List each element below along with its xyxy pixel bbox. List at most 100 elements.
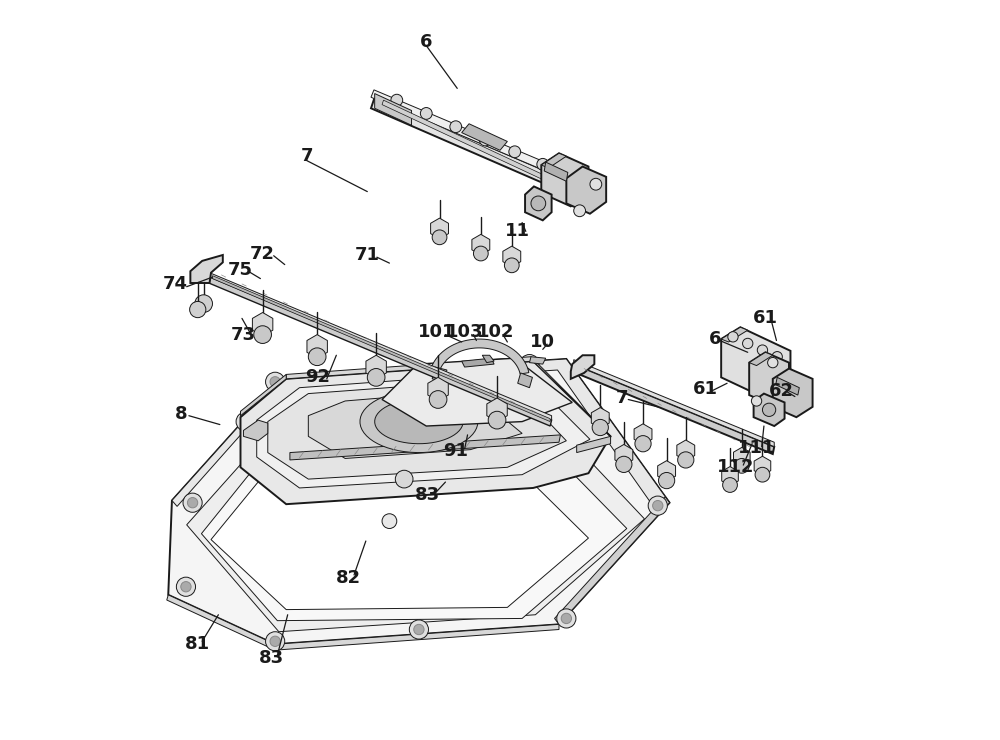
Circle shape	[183, 493, 202, 512]
Circle shape	[270, 377, 280, 387]
Text: 6: 6	[420, 33, 433, 51]
Circle shape	[414, 625, 424, 635]
Circle shape	[266, 372, 285, 391]
Text: 102: 102	[477, 323, 514, 340]
Text: 8: 8	[175, 406, 188, 423]
Text: 11: 11	[504, 223, 529, 240]
Polygon shape	[172, 359, 670, 514]
Circle shape	[254, 326, 271, 343]
Polygon shape	[503, 246, 521, 267]
Polygon shape	[243, 420, 268, 441]
Circle shape	[181, 582, 191, 592]
Polygon shape	[773, 369, 813, 417]
Text: 92: 92	[305, 369, 330, 386]
Circle shape	[479, 134, 491, 146]
Polygon shape	[541, 153, 566, 168]
Circle shape	[524, 359, 535, 369]
Polygon shape	[167, 595, 559, 650]
Circle shape	[590, 178, 602, 190]
Polygon shape	[209, 277, 552, 426]
Circle shape	[772, 352, 782, 362]
Text: 82: 82	[336, 569, 361, 587]
Circle shape	[574, 205, 586, 217]
Text: 75: 75	[228, 260, 253, 279]
Polygon shape	[371, 97, 566, 192]
Polygon shape	[615, 445, 633, 465]
Polygon shape	[187, 403, 644, 632]
Circle shape	[176, 577, 196, 596]
Polygon shape	[734, 448, 750, 467]
Circle shape	[755, 468, 770, 482]
Circle shape	[616, 457, 632, 472]
Circle shape	[509, 146, 521, 158]
Circle shape	[592, 420, 608, 436]
Circle shape	[531, 196, 546, 211]
Text: 7: 7	[301, 147, 313, 165]
Circle shape	[762, 403, 776, 417]
Text: 81: 81	[185, 635, 210, 653]
Circle shape	[557, 609, 576, 628]
Polygon shape	[240, 374, 286, 416]
Circle shape	[195, 295, 212, 312]
Polygon shape	[252, 312, 273, 336]
Circle shape	[266, 632, 285, 651]
Circle shape	[751, 396, 762, 406]
Polygon shape	[168, 359, 670, 645]
Polygon shape	[430, 339, 529, 374]
Circle shape	[395, 470, 413, 488]
Polygon shape	[776, 377, 799, 395]
Polygon shape	[210, 272, 552, 420]
Polygon shape	[721, 327, 748, 342]
Polygon shape	[308, 391, 522, 459]
Text: 72: 72	[250, 244, 275, 263]
Polygon shape	[572, 364, 774, 454]
Polygon shape	[574, 360, 774, 447]
Circle shape	[504, 258, 519, 272]
Polygon shape	[577, 437, 611, 453]
Polygon shape	[555, 497, 670, 625]
Circle shape	[190, 301, 206, 317]
Circle shape	[757, 345, 768, 355]
Polygon shape	[240, 361, 611, 504]
Polygon shape	[428, 377, 448, 401]
Circle shape	[520, 354, 539, 374]
Circle shape	[270, 636, 280, 647]
Text: 71: 71	[355, 246, 380, 264]
Circle shape	[768, 357, 778, 368]
Circle shape	[187, 497, 198, 508]
Circle shape	[635, 436, 651, 452]
Circle shape	[432, 230, 447, 245]
Circle shape	[420, 107, 432, 119]
Text: 83: 83	[259, 648, 284, 667]
Text: 74: 74	[163, 275, 188, 294]
Polygon shape	[571, 355, 594, 379]
Polygon shape	[462, 358, 494, 367]
Text: 7: 7	[616, 389, 629, 407]
Polygon shape	[201, 422, 627, 621]
Text: 10: 10	[530, 333, 555, 351]
Polygon shape	[211, 444, 588, 610]
Text: 83: 83	[415, 486, 440, 505]
Polygon shape	[432, 367, 447, 382]
Circle shape	[236, 412, 255, 431]
Polygon shape	[371, 90, 569, 180]
Polygon shape	[754, 394, 785, 426]
Text: 101: 101	[418, 323, 455, 340]
Polygon shape	[722, 467, 738, 485]
Polygon shape	[286, 357, 611, 437]
Polygon shape	[307, 334, 327, 358]
Polygon shape	[566, 166, 606, 214]
Polygon shape	[268, 379, 566, 479]
Polygon shape	[472, 235, 490, 255]
Polygon shape	[591, 408, 609, 428]
Polygon shape	[487, 398, 507, 422]
Polygon shape	[749, 352, 773, 366]
Polygon shape	[754, 457, 771, 475]
Polygon shape	[190, 255, 223, 283]
Circle shape	[391, 94, 403, 106]
Text: 62: 62	[769, 382, 794, 400]
Polygon shape	[721, 327, 790, 401]
Circle shape	[382, 514, 397, 528]
Polygon shape	[482, 355, 494, 363]
Circle shape	[653, 500, 663, 511]
